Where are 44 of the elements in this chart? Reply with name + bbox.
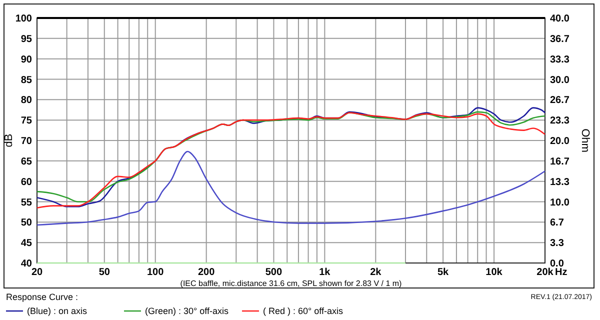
x-tick-label: 500 bbox=[265, 267, 282, 278]
y-tick-label: 100 bbox=[15, 14, 32, 24]
y2-axis-title: Ohm bbox=[579, 128, 591, 152]
y-tick-label: 65 bbox=[20, 156, 32, 168]
y2-tick-label: 30.0 bbox=[550, 74, 570, 86]
y-axis-title: dB bbox=[3, 134, 15, 148]
x-tick-label: 5k bbox=[437, 267, 450, 278]
legend-label: (Blue) : on axis bbox=[27, 306, 88, 316]
x-tick-label: 200 bbox=[198, 267, 216, 278]
y2-tick-label: 40.0 bbox=[550, 14, 570, 24]
y-tick-label: 45 bbox=[20, 238, 32, 250]
y2-tick-label: 16.7 bbox=[550, 156, 570, 168]
legend-title: Response Curve : bbox=[6, 292, 78, 302]
y-tick-label: 95 bbox=[20, 34, 32, 45]
y2-tick-label: 6.7 bbox=[550, 218, 564, 229]
x-tick-label: 2k bbox=[370, 267, 382, 278]
x-tick-label: 100 bbox=[147, 267, 164, 278]
legend-label: (Green) : 30° off-axis bbox=[145, 306, 229, 316]
x-tick-label: 10k bbox=[486, 267, 503, 278]
x-tick-label: 1k bbox=[319, 267, 331, 278]
y2-tick-label: 26.7 bbox=[550, 95, 570, 106]
x-axis-title: Hz bbox=[555, 267, 568, 278]
y2-tick-label: 20.0 bbox=[550, 136, 570, 147]
y2-tick-label: 10.0 bbox=[550, 197, 570, 208]
y-tick-label: 85 bbox=[20, 74, 32, 86]
y-tick-label: 80 bbox=[20, 95, 32, 106]
text: (IEC baffle, mic.distance 31.6 cm, SPL shown for 2.83 V / 1 m) bbox=[180, 279, 402, 288]
y-tick-label: 75 bbox=[20, 116, 32, 127]
y-tick-label: 60 bbox=[20, 176, 32, 188]
legend-label: ( Red ) : 60° off-axis bbox=[263, 306, 344, 316]
y-tick-label: 70 bbox=[20, 136, 32, 147]
y2-tick-label: 23.3 bbox=[550, 116, 570, 127]
y-tick-label: 50 bbox=[20, 218, 32, 229]
y2-tick-label: 0.0 bbox=[550, 258, 564, 270]
y2-tick-label: 33.3 bbox=[550, 54, 570, 66]
x-tick-label: 20k bbox=[536, 267, 554, 278]
y-tick-label: 55 bbox=[20, 197, 32, 208]
y2-tick-label: 36.7 bbox=[550, 34, 570, 45]
x-tick-label: 20 bbox=[31, 267, 43, 278]
y-tick-label: 40 bbox=[20, 258, 32, 270]
x-tick-label: 50 bbox=[98, 267, 110, 278]
y2-tick-label: 3.3 bbox=[550, 238, 564, 250]
y-tick-label: 90 bbox=[20, 54, 32, 66]
y2-tick-label: 13.3 bbox=[550, 176, 570, 188]
